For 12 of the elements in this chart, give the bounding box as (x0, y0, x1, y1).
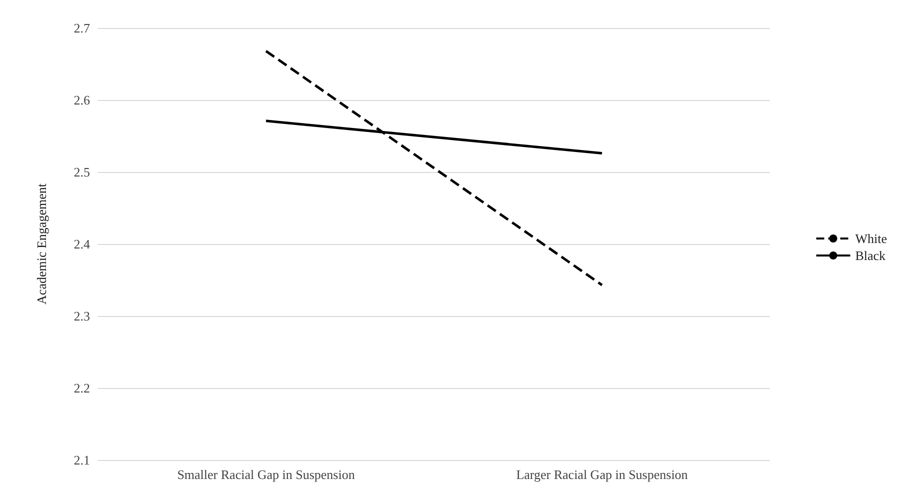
x-tick-label: Smaller Racial Gap in Suspension (177, 467, 356, 482)
y-tick-label: 2.6 (74, 92, 90, 108)
y-tick-label: 2.2 (74, 380, 90, 396)
y-tick-label: 2.3 (74, 308, 90, 324)
legend-label: Black (855, 248, 886, 263)
legend-label: White (855, 231, 888, 246)
y-axis-title: Academic Engagement (34, 183, 49, 304)
y-tick-label: 2.5 (74, 164, 90, 180)
y-tick-label: 2.7 (74, 20, 90, 36)
y-tick-label: 2.1 (74, 452, 90, 468)
y-tick-label: 2.4 (74, 236, 90, 252)
x-tick-label: Larger Racial Gap in Suspension (516, 467, 688, 482)
